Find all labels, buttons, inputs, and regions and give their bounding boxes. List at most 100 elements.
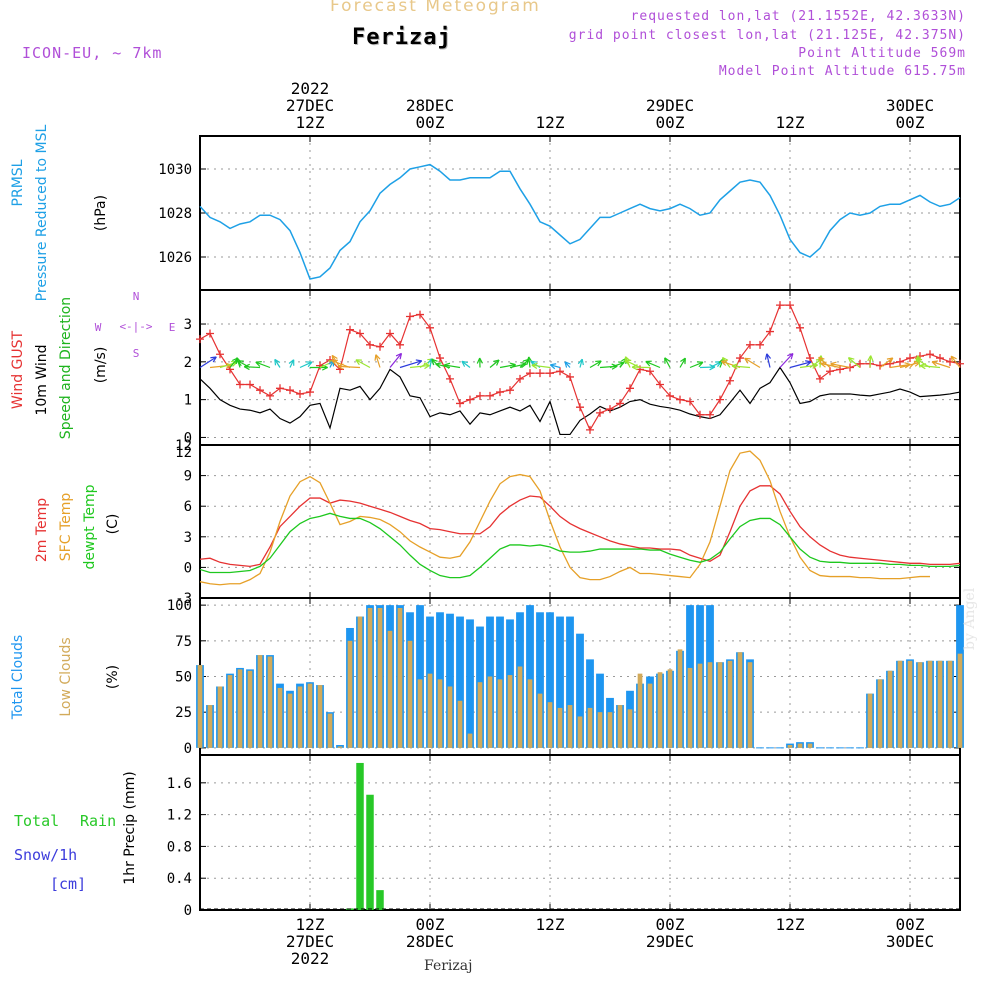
wind-arrow-head: [624, 359, 632, 366]
gust-marker: [266, 391, 274, 400]
gust-marker: [196, 335, 204, 344]
gust-marker: [746, 340, 754, 349]
bar-low-clouds: [427, 673, 433, 748]
bar-low-clouds: [567, 705, 573, 748]
time-label-top: 29DEC: [646, 96, 694, 115]
gust-marker: [376, 342, 384, 351]
wind-arrow: [274, 359, 281, 368]
bar-low-clouds: [597, 712, 603, 748]
bar-low-clouds: [317, 685, 323, 748]
series-10m-wind: [199, 366, 961, 436]
bar-rain: [366, 794, 374, 910]
bar-low-clouds: [217, 686, 223, 748]
wind-arrow-head: [915, 358, 923, 365]
gust-marker: [926, 350, 934, 359]
time-label-top: 12Z: [776, 113, 805, 132]
y-tick-label: 6: [184, 499, 192, 515]
gust-marker: [576, 403, 584, 412]
wind-arrow-head: [321, 364, 328, 371]
wind-label-gust: Wind GUST: [10, 330, 26, 409]
bar-low-clouds: [527, 679, 533, 748]
wind-arrow: [799, 364, 818, 369]
bar-low-clouds: [207, 705, 213, 748]
bar-low-clouds: [957, 653, 963, 748]
time-label-bottom: 00Z: [416, 915, 445, 934]
gust-marker: [476, 391, 484, 400]
series-sfc-temp: [199, 450, 930, 586]
clouds-label-low: Low Clouds: [58, 637, 74, 716]
bar-low-clouds: [437, 679, 443, 748]
wind-arrow: [489, 359, 500, 368]
gust-marker: [886, 359, 894, 368]
wind-arrow: [355, 359, 371, 369]
bar-low-clouds: [707, 662, 713, 748]
gust-marker: [386, 329, 394, 338]
y-tick-label: 2: [184, 355, 192, 371]
gust-marker: [726, 376, 734, 385]
bar-low-clouds: [197, 665, 203, 748]
gust-marker: [446, 374, 454, 383]
wind-arrow: [550, 364, 561, 369]
wind-arrow-head: [435, 362, 442, 369]
bar-low-clouds: [297, 686, 303, 748]
wind-arrow: [299, 361, 313, 369]
wind-arrow: [664, 357, 671, 368]
time-label-bottom: 00Z: [656, 915, 685, 934]
gust-marker: [826, 367, 834, 376]
bar-total-clouds: [466, 619, 474, 748]
y-tick-label: 1.2: [167, 808, 192, 824]
bar-low-clouds: [617, 705, 623, 748]
wind-arrow-head: [744, 357, 751, 364]
bar-low-clouds: [787, 745, 793, 748]
temp-label-sfc: SFC Temp: [58, 493, 74, 562]
wind-arrow-head: [830, 361, 837, 368]
bar-low-clouds: [277, 687, 283, 748]
y-tick-label: 9: [184, 469, 192, 485]
gust-marker: [716, 395, 724, 404]
gust-marker: [836, 365, 844, 374]
y-tick-label: 0: [184, 903, 192, 919]
gust-marker: [256, 386, 264, 395]
wind-arrow: [429, 358, 433, 368]
wind-unit: (m/s): [93, 347, 109, 384]
temp-label-2m: 2m Temp: [34, 498, 50, 562]
series-prmsl: [199, 163, 961, 280]
wind-arrow: [820, 362, 841, 369]
wind-arrow-head: [680, 357, 686, 365]
bar-total-clouds: [456, 616, 464, 748]
panel-frame: [199, 754, 961, 911]
bar-total-clouds: [566, 616, 574, 748]
wind-arrow-head: [931, 360, 939, 367]
bar-low-clouds: [667, 669, 673, 748]
wind-arrow-head: [493, 359, 500, 366]
time-label-bottom: 12Z: [776, 915, 805, 934]
bar-low-clouds: [407, 640, 413, 748]
gust-marker: [596, 408, 604, 417]
bar-low-clouds: [447, 686, 453, 748]
gust-marker: [306, 388, 314, 397]
bar-low-clouds: [477, 682, 483, 748]
bar-low-clouds: [387, 630, 393, 748]
wind-arrow-head: [564, 361, 571, 368]
wind-label-10m: 10m Wind: [34, 344, 50, 415]
bar-low-clouds: [467, 733, 473, 748]
time-label-top: 28DEC: [406, 96, 454, 115]
wind-arrow: [920, 365, 941, 369]
bar-low-clouds: [487, 676, 493, 748]
compass-west: W: [95, 321, 102, 334]
model-label: ICON-EU, ~ 7km: [22, 44, 163, 62]
bar-low-clouds: [367, 607, 373, 748]
point-altitude: Point Altitude 569m: [798, 46, 966, 61]
gust-marker: [856, 359, 864, 368]
wind-arrow: [528, 356, 531, 368]
model-altitude: Model Point Altitude 615.75m: [718, 64, 966, 79]
wind-arrow: [199, 356, 217, 369]
gust-marker: [546, 369, 554, 378]
gust-marker: [516, 374, 524, 383]
gust-marker: [696, 410, 704, 419]
wind-arrow: [732, 365, 751, 369]
wind-arrow-head: [764, 353, 772, 360]
wind-arrow-head: [415, 359, 423, 366]
gust-marker: [536, 369, 544, 378]
